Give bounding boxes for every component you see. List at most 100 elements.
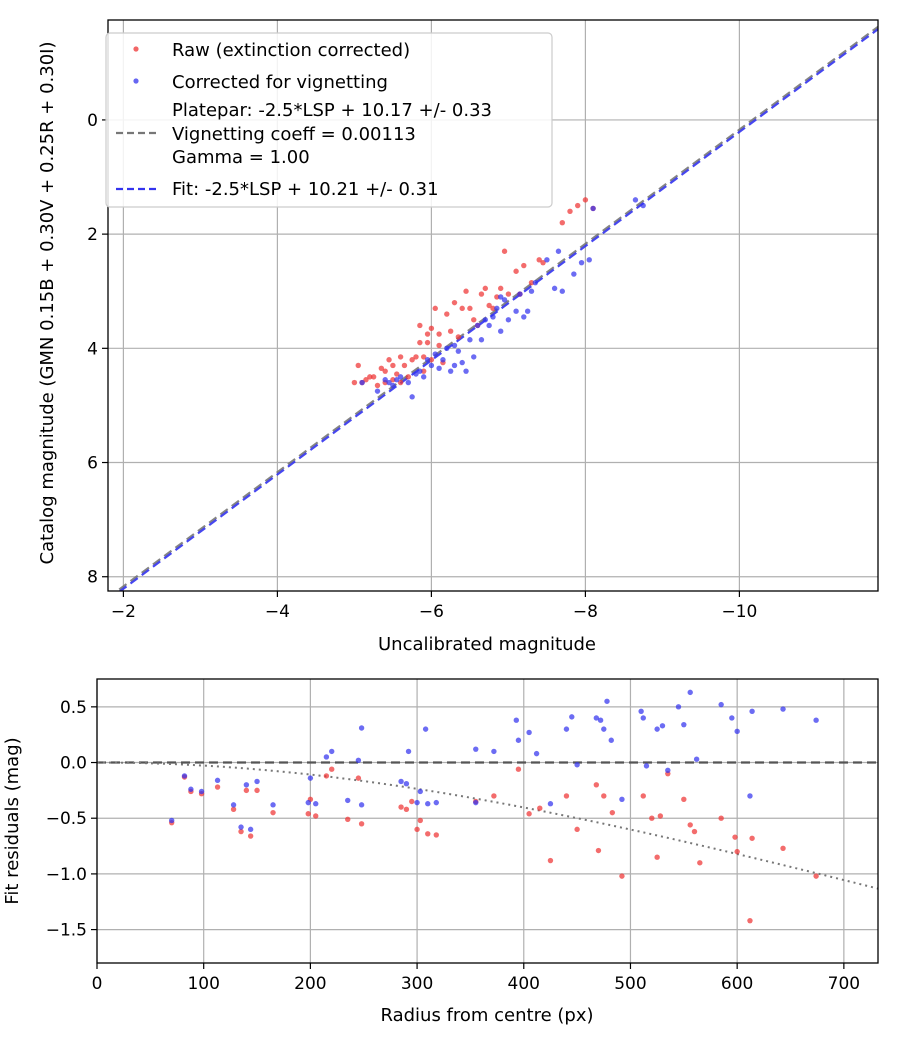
residuals-raw-point — [345, 816, 351, 823]
residuals-x-tick-label: 700 — [828, 974, 860, 994]
residuals-corrected-point — [491, 748, 497, 755]
calibration-y-tick-label: 4 — [87, 339, 98, 359]
calibration-corrected-point — [486, 322, 492, 329]
calibration-corrected-point — [413, 371, 419, 377]
residuals-raw-point — [813, 873, 819, 879]
residuals-raw-point — [214, 784, 221, 790]
calibration-corrected-point — [482, 317, 488, 323]
residuals-raw-point — [238, 828, 244, 835]
calibration-corrected-point — [528, 288, 535, 294]
calibration-x-tick-label: −4 — [265, 602, 290, 622]
residuals-raw-point — [595, 847, 602, 854]
calibration-corrected-point — [544, 257, 550, 263]
residuals-corrected-point — [214, 777, 221, 784]
residuals-corrected-point — [659, 723, 666, 729]
residuals-y-tick-label: −0.5 — [46, 809, 87, 829]
legend-platepar-line2: Vignetting coeff = 0.00113 — [172, 124, 416, 145]
residuals-corrected-point — [533, 750, 540, 757]
calibration-raw-point — [471, 317, 477, 323]
calibration-corrected-point — [498, 328, 504, 334]
residuals-raw-point — [732, 834, 738, 840]
residuals-x-tick-label: 0 — [92, 974, 103, 994]
residuals-corrected-point — [513, 717, 520, 723]
residuals-x-tick-label: 400 — [508, 974, 540, 994]
residuals-raw-point — [601, 793, 607, 799]
calibration-corrected-point — [444, 345, 450, 352]
calibration-raw-point — [390, 377, 396, 383]
residuals-corrected-point — [693, 756, 700, 762]
residuals-corrected-point — [665, 767, 671, 774]
calibration-corrected-point — [490, 314, 496, 320]
calibration-raw-point — [467, 305, 473, 312]
calibration-corrected-point — [521, 314, 527, 320]
residuals-corrected-point — [473, 799, 479, 806]
residuals-raw-point — [574, 826, 580, 833]
residuals-raw-point — [323, 773, 330, 779]
residuals-raw-point — [563, 793, 570, 799]
calibration-y-tick-label: 2 — [87, 225, 98, 245]
calibration-raw-point — [417, 339, 423, 346]
residuals-raw-point — [358, 821, 365, 827]
residuals-corrected-point — [675, 704, 682, 710]
calibration-raw-point — [424, 331, 431, 337]
calibration-raw-point — [478, 291, 485, 297]
calibration-raw-point — [424, 339, 431, 346]
calibration-x-tick-label: −6 — [419, 602, 444, 622]
residuals-y-tick-label: −1.0 — [46, 865, 87, 885]
residuals-corrected-point — [729, 715, 735, 721]
calibration-corrected-point — [424, 357, 431, 363]
residuals-corrected-point — [414, 799, 420, 806]
calibration-raw-point — [397, 379, 404, 386]
residuals-corrected-point — [734, 728, 740, 735]
calibration-corrected-point — [571, 271, 577, 277]
calibration-y-tick-label: 0 — [87, 111, 98, 131]
residuals-corrected-point — [643, 763, 650, 769]
residuals-raw-point — [609, 809, 616, 816]
calibration-raw-point — [428, 325, 435, 332]
calibration-raw-point — [413, 354, 419, 360]
residuals-raw-point — [270, 809, 276, 816]
residuals-raw-point — [247, 833, 254, 839]
calibration-raw-point — [421, 354, 427, 360]
residuals-corrected-point — [305, 799, 311, 806]
calibration-corrected-point — [494, 305, 500, 312]
calibration-y-tick-label: 6 — [87, 454, 98, 474]
calibration-corrected-point — [397, 374, 404, 380]
calibration-raw-point — [428, 357, 435, 363]
residuals-raw-point — [657, 813, 664, 819]
residuals-corrected-point — [181, 773, 188, 779]
calibration-raw-point — [501, 248, 508, 254]
calibration-raw-point — [536, 257, 542, 263]
residuals-corrected-point — [597, 717, 604, 723]
residuals-y-tick-label: 0.0 — [60, 754, 87, 774]
residuals-grid — [96, 679, 878, 963]
calibration-raw-point — [421, 368, 427, 374]
residuals-corrected-point — [608, 737, 614, 743]
calibration-corrected-point — [432, 351, 438, 357]
calibration-corrected-point — [505, 317, 512, 323]
calibration-corrected-point — [478, 337, 485, 343]
residuals-x-tick-label: 200 — [294, 974, 326, 994]
residuals-reference-lines — [97, 761, 878, 890]
calibration-raw-point — [486, 302, 492, 309]
calibration-corrected-point — [405, 379, 411, 386]
calibration-corrected-point — [590, 205, 596, 212]
residuals-raw-point — [749, 835, 755, 841]
residuals-raw-point — [243, 787, 250, 794]
calibration-raw-point — [378, 365, 385, 372]
residuals-x-tick-label: 300 — [401, 974, 433, 994]
residuals-corrected-point — [313, 801, 319, 807]
legend-raw-marker — [133, 46, 139, 52]
calibration-raw-point — [498, 285, 504, 292]
legend-fit-label: Fit: -2.5*LSP + 10.21 +/- 0.31 — [172, 179, 439, 200]
calibration-raw-point — [417, 322, 423, 329]
calibration-raw-point — [370, 374, 377, 380]
residuals-raw-point — [515, 766, 522, 772]
residuals-raw-point — [734, 848, 740, 855]
residuals-corrected-point — [307, 775, 314, 781]
calibration-corrected-point — [394, 377, 400, 383]
residuals-corrected-point — [198, 788, 205, 795]
calibration-corrected-point — [421, 374, 427, 380]
calibration-raw-point — [521, 262, 527, 269]
